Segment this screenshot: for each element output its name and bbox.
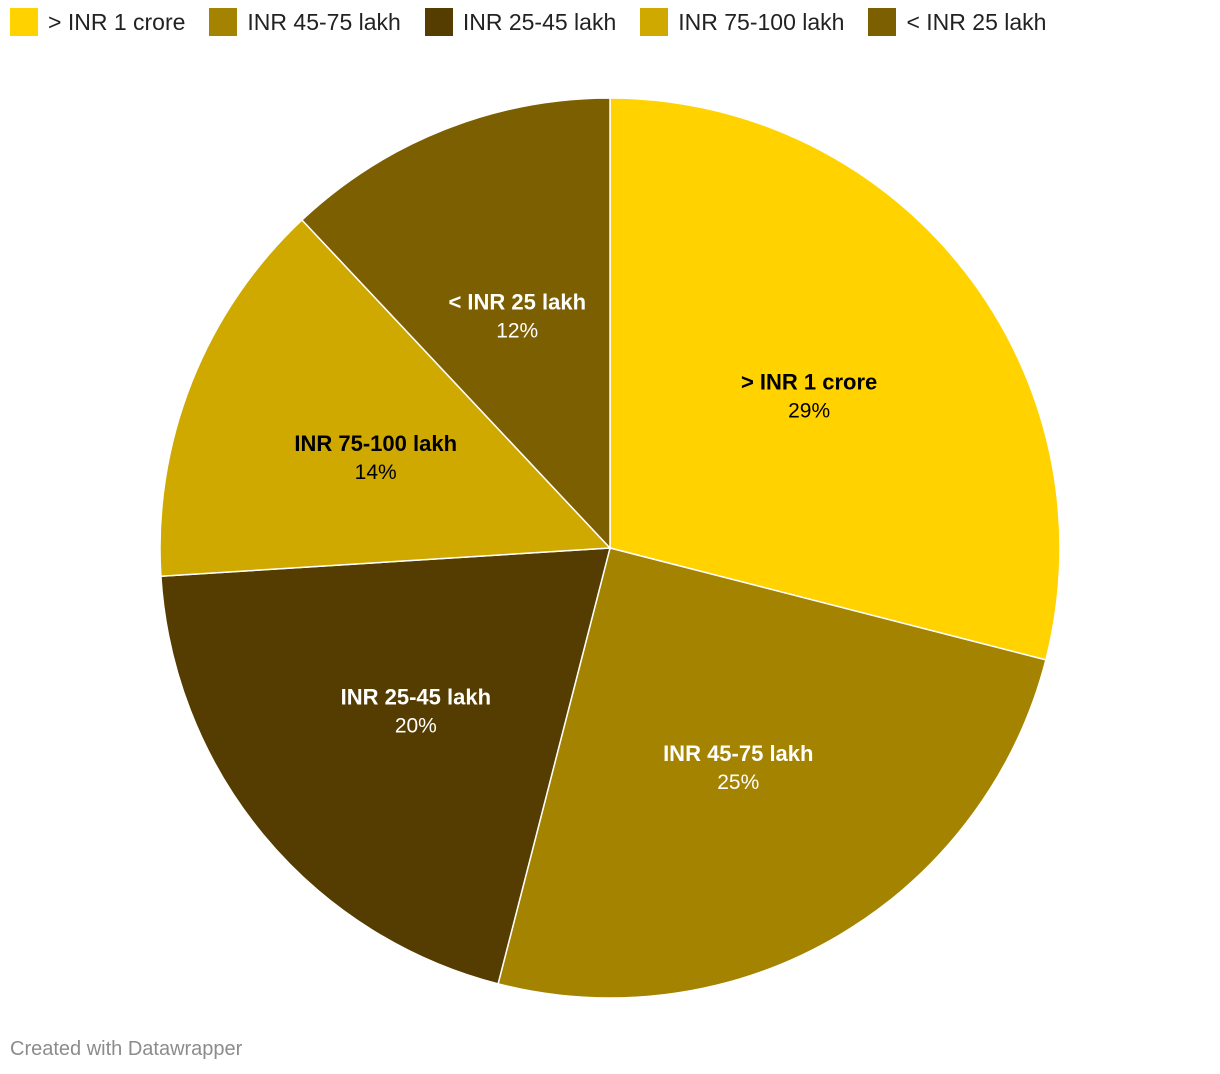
legend-label: > INR 1 crore (48, 8, 186, 35)
slice-label: < INR 25 lakh (448, 290, 586, 315)
pie-slice (609, 97, 1061, 661)
pie-slice (159, 218, 612, 578)
legend-item: INR 45-75 lakh (209, 8, 401, 36)
legend-label: INR 45-75 lakh (247, 8, 401, 35)
pie-slice (160, 547, 611, 985)
chart-legend: > INR 1 crore INR 45-75 lakh INR 25-45 l… (10, 8, 1070, 36)
legend-item: INR 75-100 lakh (640, 8, 844, 36)
slice-value: 25% (717, 771, 759, 794)
legend-swatch (640, 8, 669, 36)
legend-swatch (10, 8, 38, 36)
legend-swatch (209, 8, 238, 36)
slice-label: INR 45-75 lakh (663, 741, 813, 766)
slice-value: 20% (395, 715, 437, 738)
legend-swatch (424, 8, 453, 36)
pie-slice (497, 547, 1047, 999)
legend-label: INR 75-100 lakh (678, 8, 845, 35)
legend-label: INR 25-45 lakh (462, 8, 617, 35)
legend-item: INR 25-45 lakh (424, 8, 617, 36)
datawrapper-credit: Created with Datawrapper (10, 1038, 243, 1060)
slice-label: INR 25-45 lakh (341, 685, 491, 710)
legend-item: < INR 25 lakh (868, 8, 1046, 36)
slice-value: 14% (355, 461, 397, 484)
legend-label: < INR 25 lakh (906, 8, 1047, 35)
legend-swatch (868, 8, 897, 36)
slice-value: 12% (496, 320, 538, 343)
legend-item: > INR 1 crore (10, 8, 185, 36)
pie-slice (300, 97, 611, 550)
slice-label: INR 75-100 lakh (294, 431, 457, 456)
slice-label: > INR 1 crore (741, 370, 877, 395)
slice-value: 29% (788, 400, 830, 423)
